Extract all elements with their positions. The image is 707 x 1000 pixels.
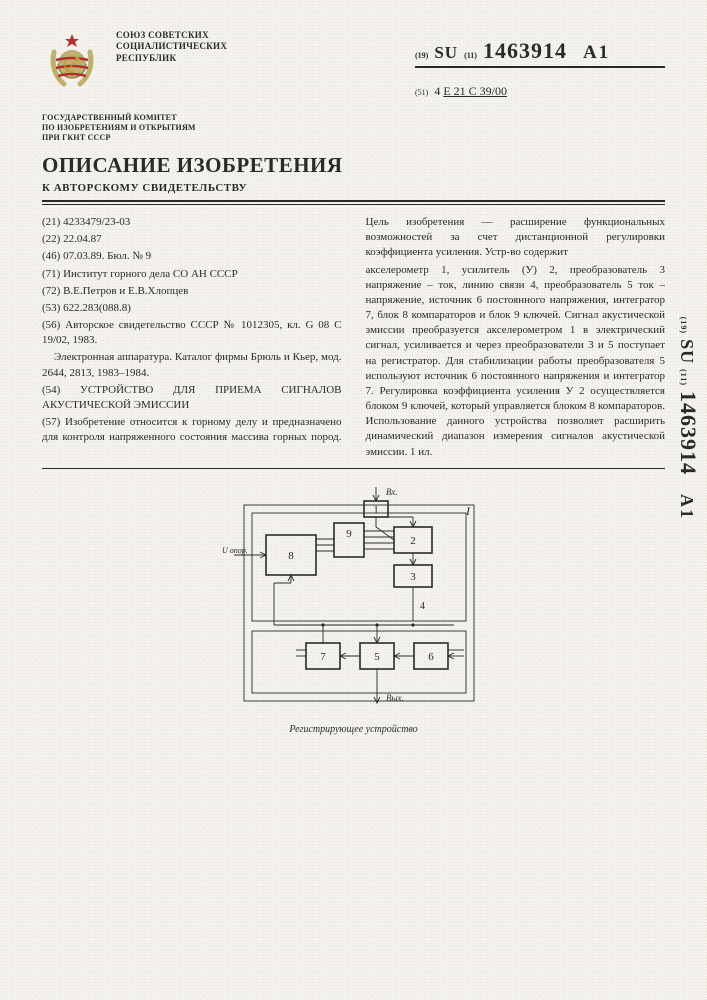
emblem-star-icon — [65, 34, 79, 47]
ipc-line: (51) 4 E 21 C 39/00 — [415, 84, 665, 99]
committee-line: ГОСУДАРСТВЕННЫЙ КОМИТЕТ — [42, 113, 665, 123]
field-57-abstract-col2: акселерометр 1, усилитель (У) 2, преобра… — [366, 263, 666, 460]
svg-text:Вх.: Вх. — [386, 487, 398, 497]
field-19-label: (19) — [415, 51, 428, 60]
patent-number: 1463914 — [483, 38, 567, 64]
svg-text:Вых.: Вых. — [386, 693, 404, 703]
issuer-line: СОЮЗ СОВЕТСКИХ — [116, 30, 401, 41]
field-54-invention-title: (54) УСТРОЙСТВО ДЛЯ ПРИЕМА СИГНАЛОВ АКУС… — [42, 383, 342, 413]
publication-number-line: (19) SU (11) 1463914 A1 — [415, 38, 665, 64]
field-22: (22) 22.04.87 — [42, 232, 342, 247]
side-identifier: (19) SU (11) 1463914 A1 — [675, 317, 701, 520]
svg-text:6: 6 — [428, 651, 434, 663]
issuer-block: СОЮЗ СОВЕТСКИХ СОЦИАЛИСТИЧЕСКИХ РЕСПУБЛИ… — [116, 30, 401, 64]
block-diagram: I12983756Вх.U опор.4Вых. — [42, 487, 665, 722]
issuer-line: СОЦИАЛИСТИЧЕСКИХ — [116, 41, 401, 52]
committee-block: ГОСУДАРСТВЕННЫЙ КОМИТЕТ ПО ИЗОБРЕТЕНИЯМ … — [42, 113, 665, 143]
bibliographic-body: (21) 4233479/23-03 (22) 22.04.87 (46) 07… — [42, 215, 665, 460]
svg-text:9: 9 — [346, 528, 352, 540]
svg-text:7: 7 — [320, 651, 326, 663]
field-51-label: (51) — [415, 88, 428, 97]
publication-block: (19) SU (11) 1463914 A1 (51) 4 E 21 C 39… — [415, 38, 665, 99]
publication-underline — [415, 66, 665, 68]
rule-above-figure — [42, 468, 665, 469]
issuer-line: РЕСПУБЛИК — [116, 53, 401, 64]
ipc-edition: 4 — [434, 84, 440, 98]
svg-text:U опор.: U опор. — [222, 546, 248, 555]
field-72: (72) В.Е.Петров и Е.В.Хлопцев — [42, 284, 342, 299]
field-11-label: (11) — [464, 51, 477, 60]
field-21: (21) 4233479/23-03 — [42, 215, 342, 230]
kind-code: A1 — [583, 42, 610, 64]
field-53: (53) 622.283(088.8) — [42, 301, 342, 316]
svg-text:8: 8 — [288, 550, 294, 562]
header-row: СОЮЗ СОВЕТСКИХ СОЦИАЛИСТИЧЕСКИХ РЕСПУБЛИ… — [42, 30, 665, 99]
document-title: ОПИСАНИЕ ИЗОБРЕТЕНИЯ — [42, 153, 665, 178]
rule-thick — [42, 200, 665, 202]
field-56a: (56) Авторское свидетельство СССР № 1012… — [42, 318, 342, 348]
ipc-code: E 21 C 39/00 — [443, 84, 507, 98]
ussr-emblem — [42, 30, 102, 90]
document-subtitle: К АВТОРСКОМУ СВИДЕТЕЛЬСТВУ — [42, 182, 665, 194]
country-code: SU — [434, 43, 458, 63]
svg-text:4: 4 — [420, 601, 425, 612]
diagram-caption: Регистрирующее устройство — [42, 724, 665, 735]
field-56b: Электронная аппаратура. Каталог фирмы Бр… — [42, 350, 342, 380]
svg-text:5: 5 — [374, 651, 380, 663]
svg-text:2: 2 — [410, 535, 416, 547]
committee-line: ПО ИЗОБРЕТЕНИЯМ И ОТКРЫТИЯМ — [42, 123, 665, 133]
committee-line: ПРИ ГКНТ СССР — [42, 133, 665, 143]
svg-text:1: 1 — [373, 504, 379, 516]
rule-thin — [42, 204, 665, 205]
svg-text:3: 3 — [410, 571, 416, 583]
field-46: (46) 07.03.89. Бюл. № 9 — [42, 249, 342, 264]
field-71: (71) Институт горного дела СО АН СССР — [42, 267, 342, 282]
patent-page: СОЮЗ СОВЕТСКИХ СОЦИАЛИСТИЧЕСКИХ РЕСПУБЛИ… — [0, 0, 707, 1000]
